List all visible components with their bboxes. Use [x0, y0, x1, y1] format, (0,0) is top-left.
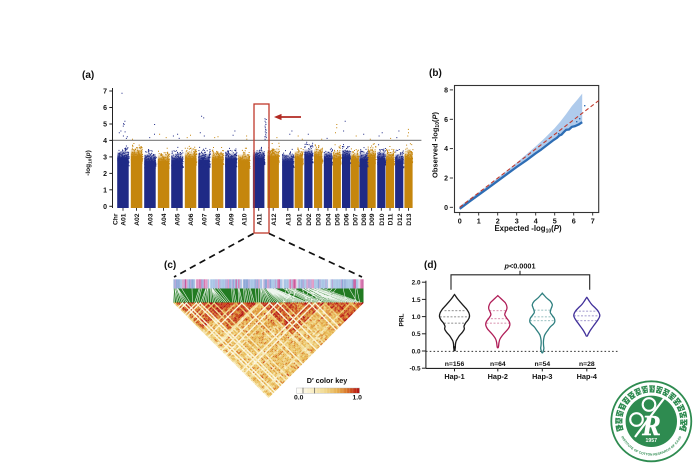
svg-text:D13: D13	[406, 213, 413, 226]
svg-text:D05: D05	[334, 213, 341, 226]
svg-text:A13: A13	[285, 213, 292, 226]
svg-text:n=28: n=28	[579, 361, 595, 368]
svg-text:3: 3	[515, 216, 519, 225]
svg-text:A08: A08	[215, 213, 222, 226]
svg-text:D07: D07	[352, 213, 359, 226]
svg-text:0.5: 0.5	[412, 331, 421, 338]
svg-text:Hap-1: Hap-1	[444, 372, 464, 381]
svg-text:3: 3	[103, 155, 107, 162]
svg-text:(a): (a)	[82, 70, 94, 81]
svg-text:6: 6	[444, 117, 448, 124]
svg-text:(c): (c)	[164, 260, 176, 271]
svg-text:n=64: n=64	[490, 361, 506, 368]
svg-text:Expected -log10(P): Expected -log10(P)	[494, 224, 562, 235]
svg-text:-0.5: -0.5	[409, 366, 420, 373]
svg-text:A07: A07	[202, 213, 209, 226]
svg-text:Hap-2: Hap-2	[488, 372, 508, 381]
svg-text:D10: D10	[379, 213, 386, 226]
svg-text:(d): (d)	[424, 260, 437, 271]
svg-text:4: 4	[534, 216, 538, 225]
svg-text:6: 6	[103, 105, 107, 112]
svg-text:n=156: n=156	[445, 361, 465, 368]
svg-text:p<0.0001: p<0.0001	[503, 261, 535, 270]
svg-text:7: 7	[591, 216, 595, 225]
svg-text:D06: D06	[344, 213, 351, 226]
svg-text:5: 5	[103, 122, 107, 129]
svg-text:0.0: 0.0	[412, 348, 421, 355]
svg-text:A12: A12	[271, 213, 278, 226]
svg-text:D11: D11	[388, 213, 395, 225]
svg-text:D04: D04	[326, 213, 333, 226]
svg-text:D12: D12	[397, 213, 404, 226]
svg-text:D01: D01	[296, 213, 303, 226]
svg-text:PRL: PRL	[399, 313, 406, 326]
svg-text:4: 4	[444, 146, 448, 153]
svg-text:D′ color key: D′ color key	[307, 376, 347, 385]
svg-text:0.0: 0.0	[294, 395, 304, 402]
svg-text:2: 2	[103, 171, 107, 178]
svg-text:7: 7	[103, 89, 107, 96]
svg-text:1: 1	[477, 216, 481, 225]
svg-text:Hap-4: Hap-4	[577, 372, 598, 381]
svg-text:6: 6	[572, 216, 576, 225]
svg-text:4: 4	[103, 138, 107, 145]
svg-text:D08: D08	[361, 213, 368, 226]
svg-text:A11: A11	[256, 213, 263, 225]
svg-text:A02: A02	[134, 213, 141, 226]
svg-text:2: 2	[496, 216, 500, 225]
svg-text:A05: A05	[175, 213, 182, 226]
svg-text:1: 1	[103, 187, 107, 194]
svg-text:n=54: n=54	[534, 361, 550, 368]
svg-text:5: 5	[553, 216, 557, 225]
svg-text:0: 0	[103, 204, 107, 211]
svg-text:8: 8	[444, 88, 448, 95]
svg-text:Chr: Chr	[113, 213, 120, 225]
svg-text:1.0: 1.0	[353, 395, 363, 402]
svg-text:A03: A03	[148, 213, 155, 226]
svg-text:A04: A04	[161, 213, 168, 226]
svg-text:Hap-3: Hap-3	[532, 372, 552, 381]
svg-text:A06: A06	[188, 213, 195, 226]
svg-text:D02: D02	[306, 213, 313, 226]
svg-text:Observed -log10(P): Observed -log10(P)	[430, 111, 441, 178]
svg-text:2.0: 2.0	[412, 280, 421, 287]
svg-text:D09: D09	[369, 213, 376, 226]
svg-text:A01: A01	[121, 213, 128, 226]
svg-text:0: 0	[444, 205, 448, 212]
svg-text:(b): (b)	[429, 68, 442, 79]
svg-text:-log10(p): -log10(p)	[85, 150, 94, 176]
svg-text:0: 0	[458, 216, 462, 225]
svg-text:1.0: 1.0	[412, 314, 421, 321]
svg-text:R: R	[641, 411, 661, 442]
svg-text:1957: 1957	[646, 438, 658, 444]
svg-text:A09: A09	[228, 213, 235, 226]
svg-text:1.5: 1.5	[412, 297, 421, 304]
svg-text:2: 2	[444, 176, 448, 183]
svg-text:D03: D03	[316, 213, 323, 226]
svg-text:A10: A10	[241, 213, 248, 226]
